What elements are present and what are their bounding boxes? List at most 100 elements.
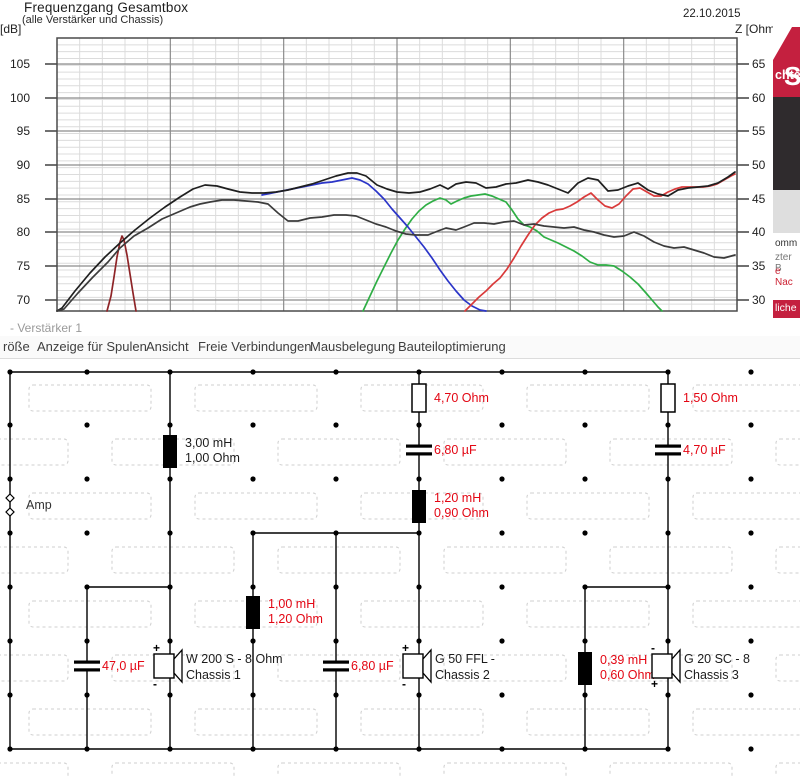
menu-bar: röße Anzeige für Spulen Ansicht Freie Verbi… (0, 336, 800, 359)
amp-terminal[interactable] (5, 507, 15, 517)
grid-node-dot (333, 476, 339, 482)
inductor-3_00_mH[interactable]: 3,00 mH1,00 Ohm (163, 435, 240, 468)
component-value: 6,80 µF (351, 659, 394, 673)
polarity-top: + (402, 641, 409, 655)
grid-node-dot (748, 746, 754, 752)
grid-cell (277, 546, 401, 574)
component-value: 1,50 Ohm (683, 391, 738, 405)
speaker-model: W 200 S - 8 Ohm (186, 652, 283, 666)
polarity-bottom: - (402, 677, 406, 691)
inductor-1_00_mH[interactable]: 1,00 mH1,20 Ohm (246, 596, 323, 629)
speaker-model: G 20 SC - 8 (684, 652, 750, 666)
menu-item-6[interactable]: Bauteiloptimierung (398, 339, 506, 354)
capacitor-4_70_µF[interactable]: 4,70 µF (655, 443, 726, 457)
chart-title: Frequenzgang Gesamtbox (24, 0, 189, 15)
grid-cell (526, 708, 650, 736)
resistor-1_50_Ohm[interactable]: 1,50 Ohm (660, 383, 738, 413)
grid-cell (194, 708, 318, 736)
inductor-0_39_mH[interactable]: 0,39 mH0,60 Ohm (578, 652, 655, 685)
chart-subtitle: (alle Verstärker und Chassis) (22, 14, 164, 26)
menu-item-5[interactable]: Mausbelegung (310, 339, 396, 354)
grid-cell (692, 384, 800, 412)
grid-cell (526, 492, 650, 520)
tick-label-ohm: 65 (752, 57, 766, 71)
capacitor-6_80_µF[interactable]: 6,80 µF (323, 659, 394, 673)
grid-cell (609, 438, 733, 466)
context-row: - Verstärker 1 (0, 318, 773, 336)
tick-label-ohm: 60 (752, 91, 766, 105)
grid-node-dot (499, 530, 505, 536)
component-value-1: 1,20 mH (434, 491, 481, 505)
grid-cell (692, 708, 800, 736)
grid-cell (775, 438, 800, 466)
polarity-top: - (651, 641, 655, 655)
component-value-2: 0,90 Ohm (434, 506, 489, 520)
grid-cell (360, 600, 484, 628)
menu-item-2[interactable]: Anzeige für Spulen (37, 339, 147, 354)
polarity-bottom: + (651, 677, 658, 691)
grid-cell (443, 546, 567, 574)
tick-label-db: 70 (17, 293, 31, 307)
grid-node-dot (333, 422, 339, 428)
curve-total-response-lower (56, 199, 736, 312)
menu-item-3[interactable]: Ansicht (146, 339, 189, 354)
grid-cell (692, 492, 800, 520)
resistor-4_70_Ohm[interactable]: 4,70 Ohm (411, 383, 489, 413)
crossover-schematic-canvas[interactable]: Amp 3,00 mH1,00 Ohm 4,70 Ohm 6,80 µF 1,20 mH… (0, 358, 800, 776)
grid-node-dot (748, 476, 754, 482)
grid-cell (28, 384, 152, 412)
grid-cell (28, 600, 152, 628)
component-value-1: 0,39 mH (600, 653, 647, 667)
grid-cell (0, 438, 69, 466)
grid-cell (443, 438, 567, 466)
component-value: 4,70 Ohm (434, 391, 489, 405)
grid-node-dot (499, 476, 505, 482)
tick-label-ohm: 50 (752, 158, 766, 172)
grid-node-dot (748, 584, 754, 590)
grid-cell (0, 762, 69, 776)
polarity-bottom: - (153, 677, 157, 691)
grid-cell (0, 546, 69, 574)
tick-label-db: 80 (17, 225, 31, 239)
curve-total-response-upper (56, 171, 736, 312)
menu-item-1[interactable]: röße (3, 339, 30, 354)
grid-node-dot (582, 530, 588, 536)
site-link-partial[interactable]: e Nac (775, 266, 793, 288)
capacitor-6_80_µF[interactable]: 6,80 µF (406, 443, 477, 457)
inductor-1_20_mH[interactable]: 1,20 mH0,90 Ohm (412, 490, 489, 523)
grid-cell (609, 762, 733, 776)
amp-terminal[interactable] (5, 493, 15, 503)
tick-label-db: 90 (17, 158, 31, 172)
grid-cell (775, 546, 800, 574)
site-text-partial-1: omm (775, 238, 798, 249)
grid-node-dot (582, 422, 588, 428)
grid-cell (526, 600, 650, 628)
y-axis-right-unit: Z [Ohm] (735, 22, 779, 36)
speaker-G_20_SC_-_8[interactable]: - + G 20 SC - 8 Chassis 3 (651, 641, 750, 691)
grid-cell (28, 492, 152, 520)
capacitor-47_0_µF[interactable]: 47,0 µF (74, 659, 145, 673)
grid-node-dot (84, 422, 90, 428)
grid-node-dot (84, 476, 90, 482)
component-value-1: 1,00 mH (268, 597, 315, 611)
amplifier-context-label: - Verstärker 1 (10, 321, 83, 335)
speaker-G_50_FFL_-[interactable]: + - G 50 FFL - Chassis 2 (402, 641, 495, 691)
menu-item-4[interactable]: Freie Verbindungen (198, 339, 312, 354)
site-dark-block (773, 97, 800, 190)
site-text-partial-2: zter B (775, 252, 792, 274)
grid-node-dot (250, 422, 256, 428)
curve-midrange-branch-response (362, 193, 663, 312)
grid-cell (443, 762, 567, 776)
grid-node-dot (499, 692, 505, 698)
speaker-W_200_S_-_8_Ohm[interactable]: + - W 200 S - 8 Ohm Chassis 1 (153, 641, 283, 691)
banner-diagonal-shape (773, 27, 792, 60)
site-nav-item-partial[interactable]: chte (775, 68, 800, 82)
speaker-chassis: Chassis 3 (684, 668, 739, 682)
component-value-2: 1,20 Ohm (268, 612, 323, 626)
amp-label: Amp (26, 498, 52, 512)
tick-label-db: 95 (17, 124, 31, 138)
grid-node-dot (250, 476, 256, 482)
frequency-response-chart: 105 65 100 60 95 55 90 50 85 45 80 40 75 35 70 30 (10, 37, 766, 312)
grid-cell (360, 708, 484, 736)
grid-node-dot (748, 692, 754, 698)
